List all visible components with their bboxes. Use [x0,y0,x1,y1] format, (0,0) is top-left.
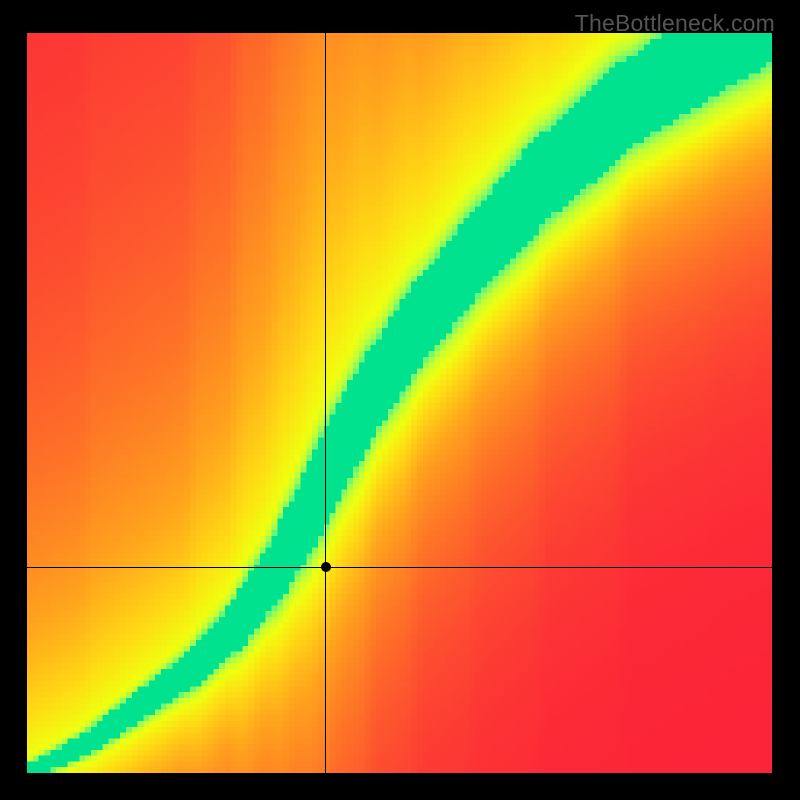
bottleneck-heatmap [27,33,772,773]
chart-container: TheBottleneck.com [0,0,800,800]
crosshair-vertical [325,33,326,773]
selected-point-marker [321,562,331,572]
watermark-text: TheBottleneck.com [575,10,775,37]
crosshair-horizontal [27,567,772,568]
